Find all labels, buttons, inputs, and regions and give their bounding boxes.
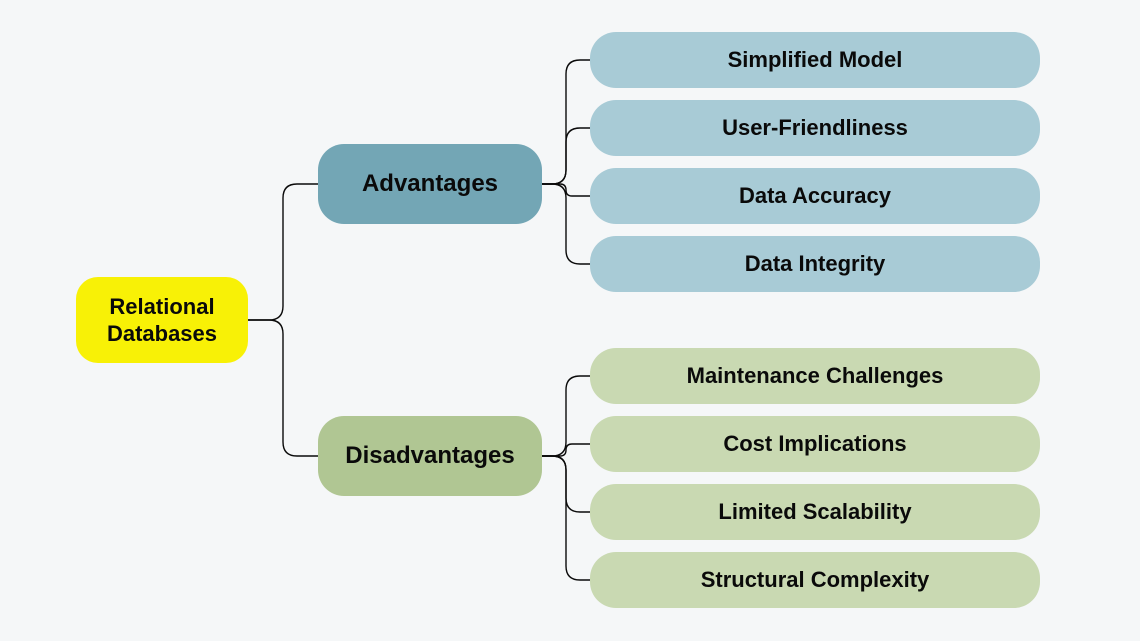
node-dis1: Maintenance Challenges (590, 348, 1040, 404)
edge-dis-dis1 (542, 376, 590, 456)
edge-adv-adv4 (542, 184, 590, 264)
node-adv: Advantages (318, 144, 542, 224)
edge-adv-adv3 (542, 184, 590, 196)
edge-root-dis (248, 320, 318, 456)
node-root: Relational Databases (76, 277, 248, 363)
edge-dis-dis2 (542, 444, 590, 456)
node-dis: Disadvantages (318, 416, 542, 496)
node-adv3: Data Accuracy (590, 168, 1040, 224)
node-dis4: Structural Complexity (590, 552, 1040, 608)
edge-adv-adv2 (542, 128, 590, 184)
node-adv1: Simplified Model (590, 32, 1040, 88)
edge-root-adv (248, 184, 318, 320)
edge-adv-adv1 (542, 60, 590, 184)
node-dis3: Limited Scalability (590, 484, 1040, 540)
diagram-canvas: Relational Databases Advantages Disadvanta… (0, 0, 1140, 641)
node-adv2: User-Friendliness (590, 100, 1040, 156)
edge-dis-dis4 (542, 456, 590, 580)
edge-dis-dis3 (542, 456, 590, 512)
node-dis2: Cost Implications (590, 416, 1040, 472)
node-adv4: Data Integrity (590, 236, 1040, 292)
